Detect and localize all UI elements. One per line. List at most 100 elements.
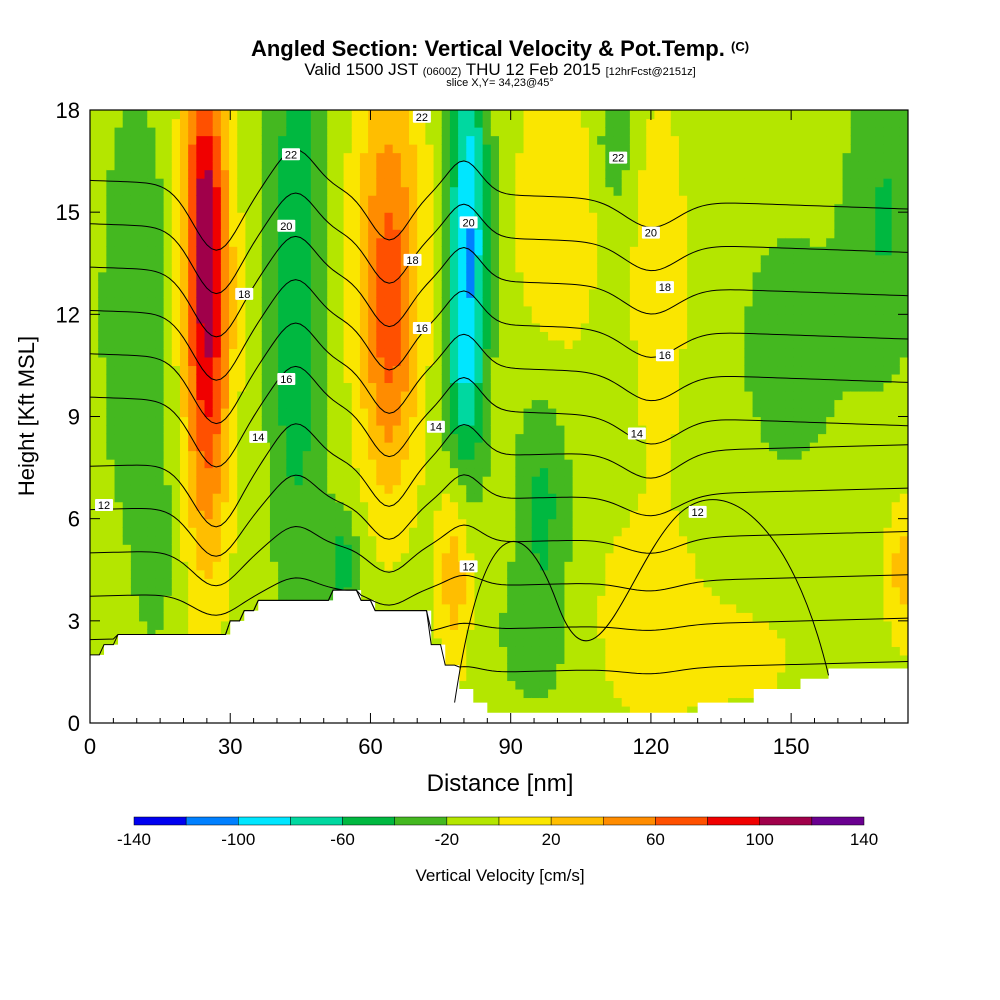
velocity-cell [335,169,345,179]
velocity-cell [114,399,124,409]
velocity-cell [548,237,557,247]
velocity-cell [588,220,598,230]
velocity-cell [204,527,214,537]
velocity-cell [417,467,426,477]
velocity-cell [409,518,418,528]
velocity-cell [278,314,287,324]
velocity-cell [531,637,541,647]
velocity-cell [147,331,157,341]
velocity-cell [409,314,418,324]
velocity-cell [556,629,566,639]
velocity-cell [278,407,287,418]
velocity-cell [409,578,418,588]
velocity-cell [278,356,287,367]
velocity-cell [179,450,189,460]
velocity-cell [220,450,230,460]
velocity-cell [425,467,435,477]
velocity-cell [368,450,377,460]
velocity-cell [523,527,533,537]
velocity-cell [474,144,484,154]
velocity-cell [458,442,467,452]
velocity-cell [212,484,222,494]
velocity-cell [319,263,328,273]
velocity-cell [253,212,263,222]
velocity-cell [294,195,304,205]
velocity-cell [302,450,312,460]
velocity-cell [310,322,320,332]
velocity-cell [229,195,238,205]
velocity-cell [245,305,255,315]
velocity-cell [139,425,148,435]
velocity-cell [139,348,148,358]
velocity-cell [629,339,639,349]
velocity-cell [139,459,148,469]
velocity-cell [376,544,386,554]
velocity-cell [319,578,328,588]
velocity-cell [392,161,402,171]
velocity-cell [130,484,140,494]
velocity-cell [466,407,476,418]
velocity-cell [564,620,574,630]
velocity-cell [343,399,353,409]
velocity-cell [556,127,566,137]
velocity-cell [449,186,459,196]
velocity-cell [245,407,255,418]
velocity-cell [515,578,525,588]
velocity-cell [220,305,230,315]
velocity-cell [310,263,320,273]
velocity-cell [188,382,197,392]
velocity-cell [458,603,467,613]
velocity-cell [343,331,353,341]
velocity-cell [261,527,271,537]
velocity-cell [188,467,197,477]
velocity-cell [466,450,476,460]
velocity-cell [327,399,336,409]
velocity-cell [507,705,516,716]
velocity-cell [114,186,124,196]
velocity-cell [572,578,582,588]
velocity-cell [638,169,647,179]
velocity-cell [204,365,214,375]
velocity-cell [605,663,615,673]
velocity-cell [490,407,500,418]
velocity-cell [654,671,664,682]
velocity-cell [163,237,173,247]
velocity-cell [400,161,410,171]
velocity-cell [327,195,336,205]
velocity-cell [417,603,426,613]
velocity-cell [548,595,557,605]
velocity-cell [474,339,484,349]
velocity-cell [98,144,107,154]
velocity-cell [638,688,647,699]
velocity-cell [539,476,549,486]
velocity-cell [286,280,296,290]
velocity-cell [171,144,181,154]
velocity-cell [449,220,459,230]
velocity-cell [507,339,516,349]
velocity-cell [106,305,116,315]
velocity-cell [171,612,181,622]
velocity-cell [90,254,99,264]
velocity-cell [458,356,467,367]
velocity-cell [613,603,623,613]
velocity-cell [482,365,492,375]
velocity-cell [638,671,647,682]
velocity-cell [90,212,99,222]
velocity-cell [171,169,181,179]
velocity-cell [458,450,467,460]
velocity-cell [400,552,410,562]
velocity-cell [229,144,238,154]
velocity-cell [335,110,345,120]
velocity-cell [310,288,320,298]
velocity-cell [466,510,476,520]
velocity-cell [204,407,214,418]
velocity-cell [499,544,508,554]
velocity-cell [629,705,639,716]
velocity-cell [114,237,124,247]
velocity-cell [376,595,386,605]
velocity-cell [294,365,304,375]
velocity-cell [294,527,304,537]
velocity-cell [466,569,476,579]
velocity-cell [638,178,647,188]
velocity-cell [253,407,263,418]
